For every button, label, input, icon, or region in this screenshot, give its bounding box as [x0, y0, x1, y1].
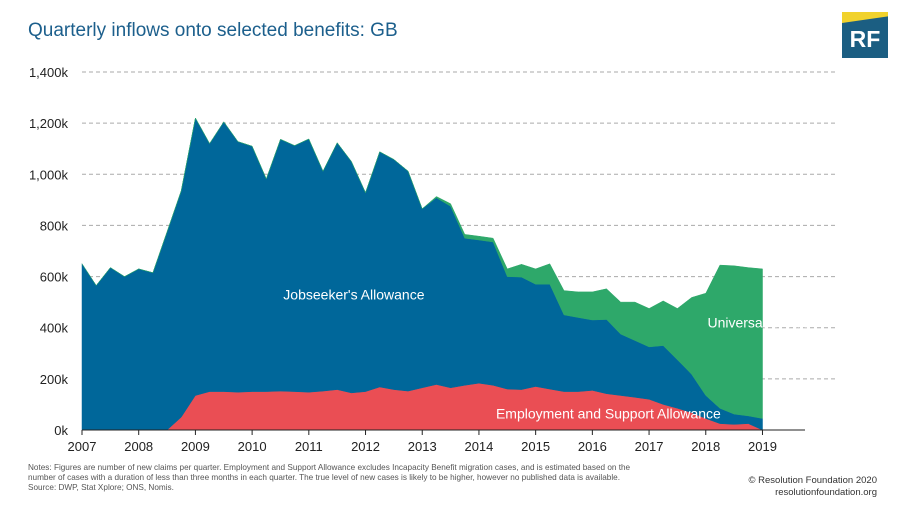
series-label-universal-credit: Universal Credit — [707, 315, 807, 331]
logo-stripe — [842, 12, 888, 23]
notes-line-1: Notes: Figures are number of new claims … — [28, 463, 631, 472]
area-jobseeker-s-allowance — [81, 117, 763, 431]
x-tick-label-1: 2008 — [124, 439, 153, 454]
x-tick-label-4: 2011 — [295, 439, 323, 454]
copyright-text: © Resolution Foundation 2020 — [748, 475, 877, 486]
x-tick-label-3: 2010 — [238, 439, 267, 454]
series-label-jobseeker-s-allowance: Jobseeker's Allowance — [283, 286, 424, 302]
y-tick-label-1: 200k — [40, 372, 69, 387]
x-tick-label-5: 2012 — [351, 439, 380, 454]
chart-notes: Notes: Figures are number of new claims … — [28, 463, 728, 493]
area-layer — [81, 117, 763, 431]
y-tick-label-3: 600k — [40, 270, 69, 285]
series-label-layer: Employment and Support Allowance Jobseeke… — [283, 286, 807, 421]
series-label-employment-and-support-allowance: Employment and Support Allowance — [496, 405, 721, 421]
notes-source: Source: DWP, Stat Xplore; ONS, Nomis. — [28, 483, 174, 492]
x-tick-label-0: 2007 — [68, 439, 97, 454]
x-tick-label-6: 2013 — [408, 439, 437, 454]
axis-layer: 0k 200k 400k 600k 800k 1,000k 1,200k 1,400k 2007… — [29, 65, 805, 454]
x-tick-label-2: 2009 — [181, 439, 210, 454]
y-tick-label-0: 0k — [54, 423, 68, 438]
credits: © Resolution Foundation 2020 resolutionf… — [749, 475, 877, 499]
x-tick-label-7: 2014 — [464, 439, 493, 454]
y-tick-label-5: 1,000k — [29, 167, 69, 182]
x-tick-label-12: 2019 — [748, 439, 777, 454]
logo-text: RF — [849, 26, 881, 52]
area-universal-credit — [81, 117, 763, 419]
chart-title: Quarterly inflows onto selected benefits… — [28, 20, 398, 41]
y-tick-label-7: 1,400k — [29, 65, 69, 80]
resolution-foundation-logo: RF — [842, 12, 888, 58]
y-tick-label-2: 400k — [40, 321, 69, 336]
y-tick-label-4: 800k — [40, 218, 69, 233]
website-link[interactable]: resolutionfoundation.org — [775, 487, 877, 498]
x-tick-label-9: 2016 — [578, 439, 607, 454]
x-tick-label-10: 2017 — [635, 439, 664, 454]
x-tick-label-8: 2015 — [521, 439, 550, 454]
y-tick-label-6: 1,200k — [29, 116, 69, 131]
notes-line-2: number of cases with a duration of less … — [28, 473, 620, 482]
x-tick-label-11: 2018 — [691, 439, 720, 454]
